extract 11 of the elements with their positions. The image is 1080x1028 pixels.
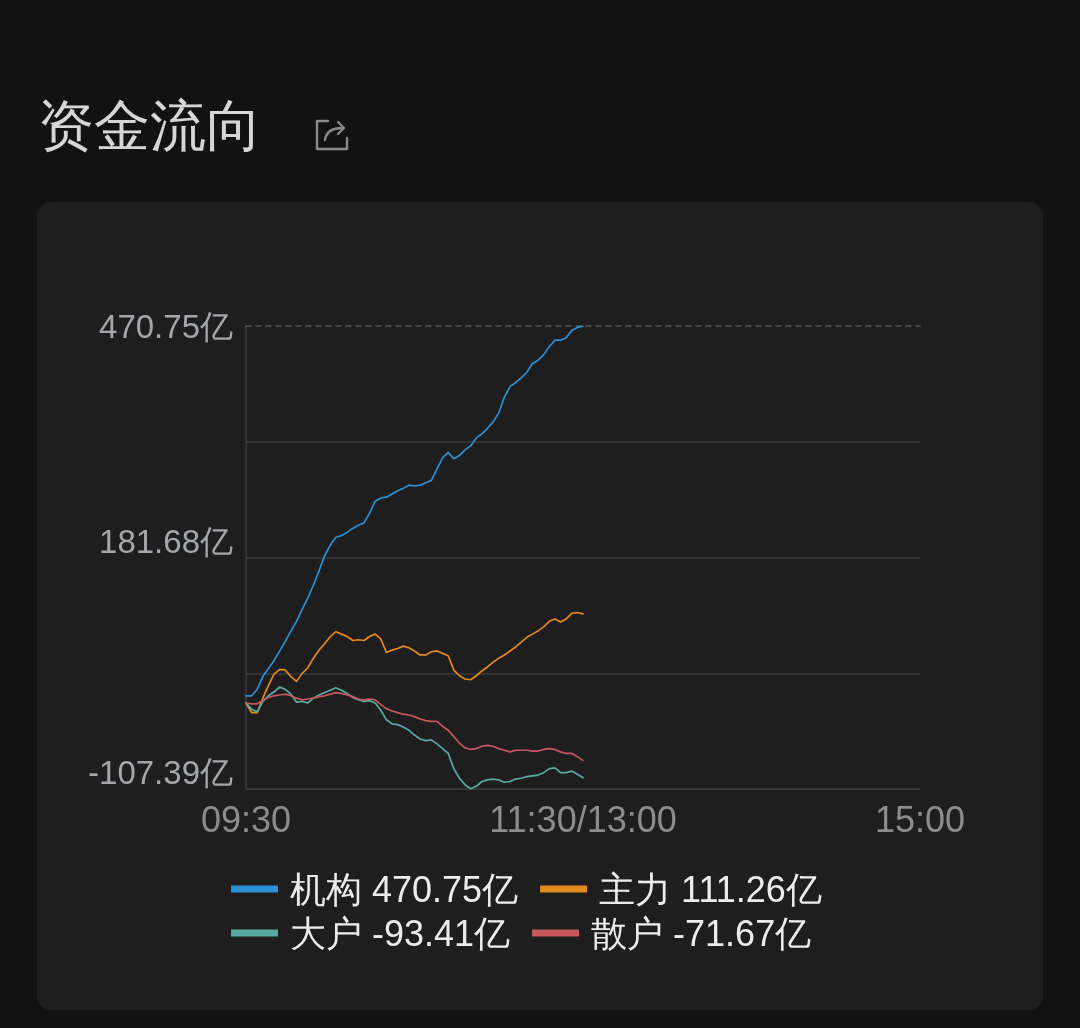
legend-label: 散户 -71.67亿: [591, 912, 812, 954]
x-tick-label: 15:00: [874, 798, 966, 840]
chart-title: 资金流向: [38, 93, 262, 159]
x-tick-label: 11:30/13:00: [489, 798, 677, 840]
legend-label: 大户 -93.41亿: [290, 912, 511, 954]
legend-label: 主力 111.26亿: [599, 868, 822, 910]
x-tick-label: 09:30: [200, 798, 292, 840]
y-tick-label: 181.68亿: [99, 522, 233, 560]
legend-label: 机构 470.75亿: [290, 868, 519, 910]
y-tick-label: -107.39亿: [88, 754, 233, 791]
y-tick-label: 470.75亿: [99, 307, 233, 345]
